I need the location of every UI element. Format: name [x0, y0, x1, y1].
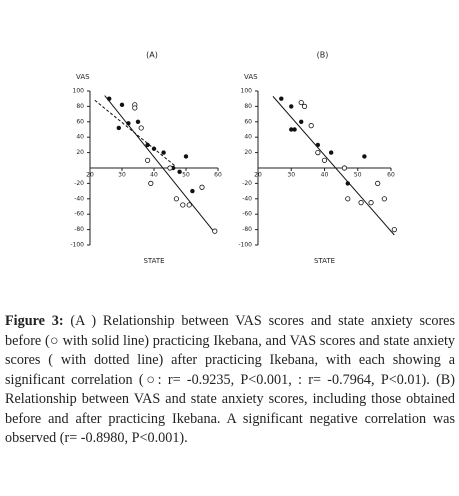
filled-point	[151, 146, 157, 151]
y-tick-label: -60	[242, 211, 252, 218]
filled-point	[289, 127, 294, 132]
open-point	[148, 180, 154, 186]
y-tick-label: 100	[241, 88, 253, 95]
y-tick-label: -40	[74, 195, 84, 202]
open-point	[298, 99, 304, 106]
filled-point	[292, 127, 297, 132]
filled-point	[135, 119, 141, 125]
figure: (A)VASSTATE10080604020-20-40-60-80-10020…	[70, 51, 397, 265]
y-tick-label: -20	[242, 180, 252, 187]
filled-point	[289, 104, 294, 109]
fit-line	[104, 95, 215, 233]
y-tick-label: 60	[244, 118, 252, 125]
x-tick-label: 30	[118, 172, 126, 179]
open-point	[138, 125, 144, 131]
y-axis-label: VAS	[76, 73, 90, 81]
filled-point	[126, 121, 131, 126]
open-point	[173, 196, 179, 202]
fit-line	[272, 96, 395, 236]
y-tick-label: 20	[244, 149, 252, 156]
filled-point	[107, 96, 112, 101]
open-point	[145, 157, 151, 163]
caption: Figure 3: (A ) Relationship between VAS …	[5, 312, 455, 449]
y-tick-label: -80	[242, 226, 252, 233]
y-tick-label: -40	[242, 195, 252, 202]
open-point	[345, 196, 351, 202]
x-tick-label: 40	[321, 172, 329, 179]
x-tick-label: 60	[387, 172, 395, 179]
open-point	[186, 202, 192, 208]
x-tick-label: 40	[150, 172, 158, 179]
open-point	[180, 202, 186, 208]
filled-point	[190, 188, 195, 194]
y-tick-label: 20	[76, 149, 84, 156]
filled-point	[328, 150, 334, 155]
y-tick-label: -100	[70, 242, 84, 249]
open-point	[212, 228, 218, 234]
filled-point	[345, 181, 350, 186]
filled-point	[161, 150, 166, 155]
filled-point	[279, 96, 284, 101]
x-axis-label: STATE	[143, 257, 164, 265]
open-point	[315, 150, 321, 156]
chart-title: (B)	[317, 51, 329, 60]
filled-point	[145, 142, 150, 148]
y-tick-label: 40	[244, 134, 252, 141]
filled-point	[315, 142, 321, 148]
y-tick-label: 60	[76, 118, 84, 125]
open-point	[301, 103, 308, 110]
y-tick-label: 80	[244, 103, 252, 110]
open-point	[321, 157, 328, 163]
fit-line	[94, 99, 176, 167]
open-point	[341, 165, 348, 171]
x-tick-label: 50	[182, 172, 190, 179]
y-tick-label: 80	[76, 103, 84, 110]
open-point	[167, 165, 173, 171]
x-tick-label: 20	[254, 172, 262, 179]
filled-point	[362, 154, 367, 159]
x-axis-label: STATE	[314, 257, 335, 265]
y-tick-label: -100	[238, 242, 252, 249]
x-tick-label: 30	[287, 172, 295, 179]
open-point	[132, 105, 138, 111]
filled-point	[177, 169, 182, 175]
open-point	[199, 184, 205, 190]
open-point	[368, 200, 374, 206]
x-tick-label: 20	[86, 172, 94, 179]
open-point	[358, 200, 364, 206]
filled-point	[183, 154, 189, 159]
filled-point	[299, 119, 304, 125]
x-tick-label: 50	[354, 172, 362, 179]
filled-point	[116, 125, 122, 131]
open-point	[391, 227, 397, 233]
caption-label: Figure 3:	[5, 313, 64, 329]
y-tick-label: 40	[76, 134, 84, 141]
y-axis-label: VAS	[244, 73, 258, 81]
open-point	[375, 180, 381, 186]
caption-text: (A ) Relationship between VAS scores and…	[5, 313, 455, 446]
filled-point	[119, 102, 125, 108]
y-tick-label: -60	[74, 211, 84, 218]
y-tick-label: 100	[73, 88, 85, 95]
x-tick-label: 60	[214, 172, 222, 179]
y-tick-label: -80	[74, 226, 84, 233]
y-tick-label: -20	[74, 180, 84, 187]
chart-title: (A)	[146, 51, 158, 60]
open-point	[381, 196, 387, 202]
open-point	[308, 123, 314, 129]
